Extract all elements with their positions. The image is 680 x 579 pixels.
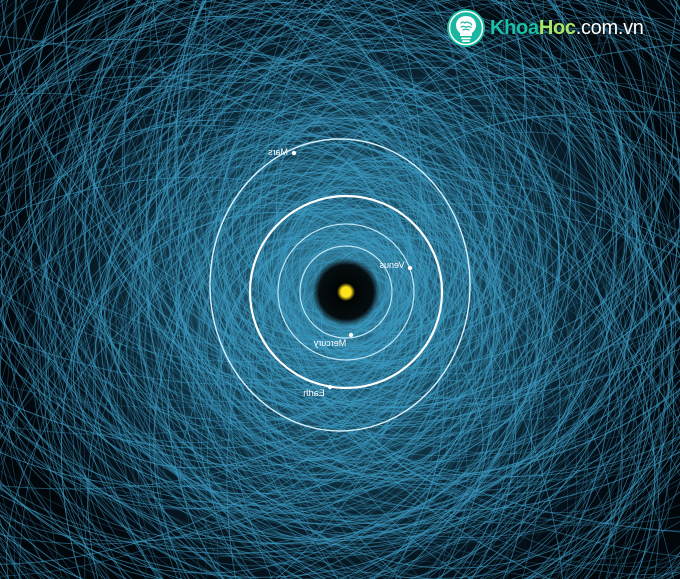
- watermark: KhoaHoc.com.vn: [446, 6, 676, 50]
- earth-label: Earth: [303, 388, 325, 398]
- mars-dot: [292, 151, 296, 155]
- earth-dot: [328, 385, 332, 389]
- mercury-label: Mercury: [313, 338, 346, 348]
- venus-dot: [408, 266, 412, 270]
- venus-label: Venus: [379, 260, 405, 270]
- mercury-dot: [349, 333, 353, 337]
- sun: [342, 287, 351, 296]
- lightbulb-brain-icon: [446, 8, 486, 48]
- watermark-text: KhoaHoc.com.vn: [490, 17, 644, 40]
- mars-label: Mars: [268, 147, 288, 157]
